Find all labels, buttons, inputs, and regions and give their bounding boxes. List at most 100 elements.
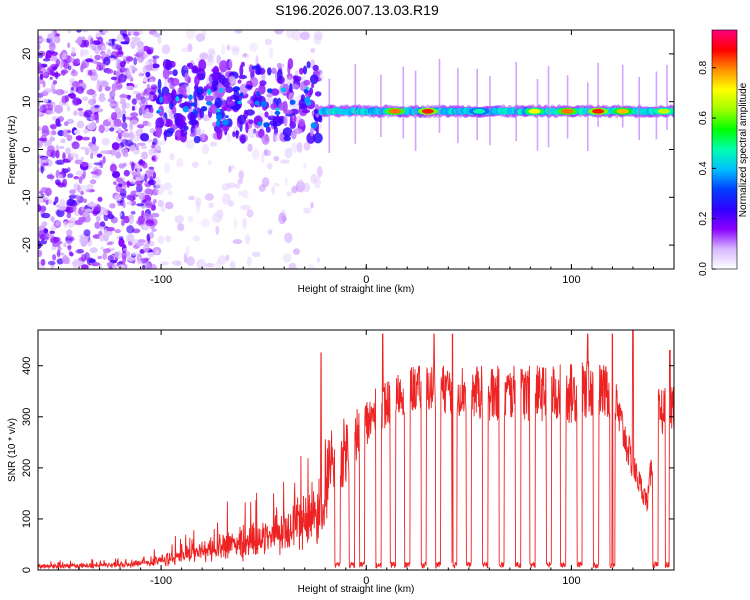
band-streak: [597, 62, 599, 127]
noise-blob: [130, 112, 139, 117]
noise-blob: [208, 49, 216, 58]
noise-blob: [92, 234, 102, 239]
noise-blob: [205, 55, 215, 67]
band-segment: [473, 108, 486, 114]
noise-blob: [286, 191, 293, 197]
noise-blob: [178, 85, 187, 97]
noise-blob: [184, 72, 189, 82]
noise-blob: [40, 258, 46, 266]
noise-blob: [69, 252, 74, 257]
band-streak: [566, 75, 569, 139]
noise-blob: [98, 230, 103, 236]
noise-blob: [177, 223, 185, 232]
colorbar-tick-label: 0.8: [698, 60, 709, 74]
noise-blob: [239, 64, 244, 77]
noise-blob: [133, 53, 140, 57]
noise-blob: [67, 244, 72, 252]
noise-blob: [67, 65, 72, 71]
noise-blob: [237, 179, 243, 184]
noise-blob: [70, 57, 74, 63]
colorbar-ticks: 0.0 0.2 0.4 0.6 0.8: [698, 60, 716, 276]
noise-peak: [216, 114, 223, 121]
noise-blob: [284, 176, 288, 186]
noise-blob: [221, 44, 226, 56]
noise-blob: [117, 77, 122, 84]
noise-blob: [267, 115, 277, 121]
noise-blob: [118, 127, 122, 134]
noise-blob: [63, 242, 67, 248]
spectrogram-marks: [38, 30, 674, 269]
spectrogram-ytick-label: 20: [21, 48, 33, 60]
noise-blob: [302, 65, 308, 75]
noise-blob: [83, 109, 93, 118]
noise-blob: [167, 190, 173, 196]
noise-blob: [246, 256, 252, 267]
noise-blob: [80, 156, 84, 162]
noise-blob: [204, 193, 214, 201]
noise-blob: [108, 42, 115, 47]
noise-peak: [257, 121, 263, 127]
noise-blob: [90, 152, 94, 159]
noise-blob: [147, 251, 155, 258]
noise-blob: [77, 184, 81, 193]
noise-blob: [283, 115, 288, 127]
noise-peak: [233, 86, 240, 91]
noise-blob: [60, 70, 66, 76]
noise-peak: [239, 92, 244, 98]
noise-blob: [194, 75, 200, 86]
noise-blob: [69, 189, 76, 195]
noise-blob: [115, 61, 119, 68]
noise-blob: [161, 93, 172, 105]
noise-blob: [186, 256, 195, 266]
noise-blob: [57, 204, 67, 211]
noise-blob: [212, 121, 217, 128]
noise-blob: [207, 54, 213, 63]
noise-blob: [273, 132, 281, 142]
noise-blob: [75, 135, 83, 141]
noise-blob: [55, 149, 60, 159]
noise-blob: [127, 71, 133, 81]
noise-blob: [211, 72, 222, 82]
noise-blob: [309, 74, 319, 85]
noise-blob: [109, 203, 116, 209]
noise-blob: [163, 78, 168, 88]
noise-blob: [247, 128, 257, 139]
noise-blob: [251, 65, 261, 70]
noise-blob: [310, 173, 318, 184]
noise-blob: [49, 50, 55, 54]
noise-blob: [147, 262, 152, 269]
noise-blob: [238, 74, 247, 80]
noise-blob: [129, 178, 136, 185]
noise-blob: [215, 260, 221, 269]
noise-blob: [155, 117, 165, 129]
noise-blob: [103, 213, 109, 222]
noise-blob: [74, 159, 84, 165]
noise-blob: [185, 245, 190, 257]
noise-blob: [154, 249, 159, 255]
noise-blob: [67, 30, 72, 34]
noise-blob: [43, 104, 51, 108]
band-segment: [528, 108, 541, 114]
noise-blob: [114, 81, 123, 90]
noise-blob: [314, 76, 322, 82]
noise-blob: [65, 236, 75, 242]
noise-blob: [75, 170, 84, 176]
noise-blob: [132, 90, 140, 95]
noise-blob: [101, 45, 107, 51]
noise-blob: [136, 260, 143, 264]
spectrogram-ylabel: Frequency (Hz): [7, 116, 18, 185]
noise-blob: [118, 212, 123, 217]
noise-blob: [269, 120, 278, 126]
noise-blob: [88, 258, 96, 264]
noise-blob: [100, 62, 106, 71]
noise-blob: [264, 111, 269, 118]
noise-blob: [67, 42, 71, 49]
noise-blob: [94, 221, 101, 229]
noise-blob: [54, 196, 59, 204]
noise-blob: [46, 150, 51, 157]
noise-blob: [136, 164, 141, 172]
noise-blob: [314, 104, 320, 111]
noise-blob: [161, 44, 171, 55]
noise-blob: [97, 255, 103, 260]
noise-blob: [71, 68, 76, 75]
